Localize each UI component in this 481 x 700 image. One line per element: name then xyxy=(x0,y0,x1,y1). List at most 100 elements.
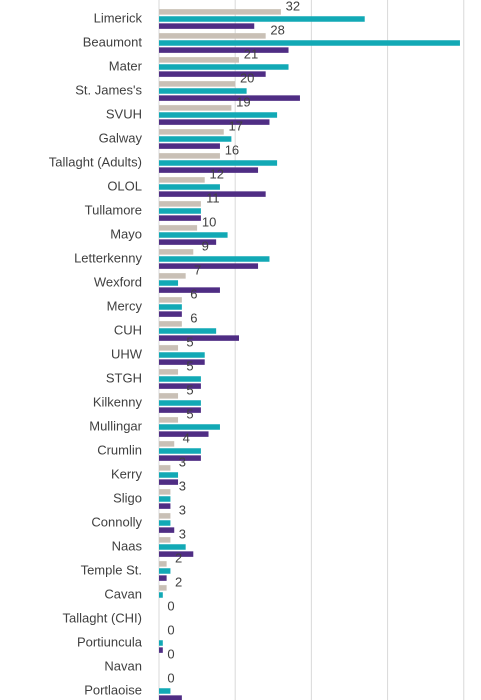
bar xyxy=(159,304,182,310)
bar xyxy=(159,688,171,694)
bar xyxy=(159,407,201,413)
bar xyxy=(159,143,220,149)
bar xyxy=(159,383,201,389)
value-label: 2 xyxy=(175,575,182,590)
category-label: Navan xyxy=(104,658,142,673)
bar xyxy=(159,215,201,221)
value-label: 5 xyxy=(186,359,193,374)
bar xyxy=(159,328,217,334)
bar xyxy=(159,513,171,519)
bar xyxy=(159,335,239,341)
bar xyxy=(159,321,182,327)
bar xyxy=(159,472,179,478)
bar xyxy=(159,273,186,279)
value-label: 3 xyxy=(179,503,186,518)
bar xyxy=(159,153,220,159)
value-label: 0 xyxy=(167,671,174,686)
bar xyxy=(159,489,171,495)
bar xyxy=(159,575,167,581)
value-label: 11 xyxy=(206,191,220,206)
bar xyxy=(159,345,179,351)
value-label: 17 xyxy=(229,119,243,134)
category-label: OLOL xyxy=(107,178,142,193)
bar xyxy=(159,448,201,454)
value-label: 5 xyxy=(186,335,193,350)
bar xyxy=(159,81,236,87)
bar xyxy=(159,551,194,557)
value-label: 20 xyxy=(240,71,254,86)
category-label: Limerick xyxy=(94,10,143,25)
bar xyxy=(159,167,259,173)
bar xyxy=(159,71,266,77)
bar xyxy=(159,568,171,574)
bar xyxy=(159,369,179,375)
category-label: Tallaght (CHI) xyxy=(63,610,142,625)
bar xyxy=(159,441,175,447)
category-label: Mater xyxy=(109,58,143,73)
value-label: 6 xyxy=(190,311,197,326)
category-label: Connolly xyxy=(91,514,142,529)
bar xyxy=(159,393,179,399)
value-label: 7 xyxy=(194,263,201,278)
bar xyxy=(159,592,163,598)
category-label: Temple St. xyxy=(81,562,142,577)
bar xyxy=(159,527,175,533)
category-label: SVUH xyxy=(106,106,142,121)
bar xyxy=(159,647,163,653)
value-label: 0 xyxy=(167,623,174,638)
category-label: Tullamore xyxy=(85,202,142,217)
category-label: Cavan xyxy=(104,586,142,601)
bar xyxy=(159,287,220,293)
value-label: 28 xyxy=(270,23,284,38)
bar xyxy=(159,503,171,509)
value-label: 10 xyxy=(202,215,216,230)
bar xyxy=(159,9,281,15)
bar xyxy=(159,232,228,238)
category-label: Tallaght (Adults) xyxy=(49,154,142,169)
bar xyxy=(159,16,365,22)
category-label: Beaumont xyxy=(83,34,143,49)
bar xyxy=(159,249,194,255)
value-label: 5 xyxy=(186,407,193,422)
bar xyxy=(159,496,171,502)
category-label: Naas xyxy=(112,538,143,553)
bar xyxy=(159,400,201,406)
category-label: Portiuncula xyxy=(77,634,143,649)
category-label: St. James's xyxy=(75,82,142,97)
value-label: 21 xyxy=(244,47,258,62)
value-label: 0 xyxy=(167,599,174,614)
category-label: Galway xyxy=(99,130,143,145)
bar xyxy=(159,160,278,166)
bar xyxy=(159,263,259,269)
bar xyxy=(159,352,205,358)
category-label: CUH xyxy=(114,322,142,337)
value-label: 19 xyxy=(236,95,250,110)
value-label: 5 xyxy=(186,383,193,398)
bar xyxy=(159,88,247,94)
bar xyxy=(159,112,278,118)
bar xyxy=(159,585,167,591)
bar xyxy=(159,544,186,550)
bar xyxy=(159,239,217,245)
category-label: Sligo xyxy=(113,490,142,505)
value-label: 9 xyxy=(202,239,209,254)
bar xyxy=(159,479,179,485)
category-label: Mayo xyxy=(110,226,142,241)
bar xyxy=(159,465,171,471)
category-label: STGH xyxy=(106,370,142,385)
bar xyxy=(159,191,266,197)
bar xyxy=(159,424,220,430)
bar xyxy=(159,431,209,437)
value-label: 2 xyxy=(175,551,182,566)
bar xyxy=(159,561,167,567)
category-label: Letterkenny xyxy=(74,250,142,265)
value-label: 3 xyxy=(179,527,186,542)
bar xyxy=(159,33,266,39)
bar xyxy=(159,359,205,365)
bar xyxy=(159,537,171,543)
bar xyxy=(159,280,179,286)
category-label: Kerry xyxy=(111,466,143,481)
bar xyxy=(159,640,163,646)
bar xyxy=(159,455,201,461)
bar xyxy=(159,311,182,317)
